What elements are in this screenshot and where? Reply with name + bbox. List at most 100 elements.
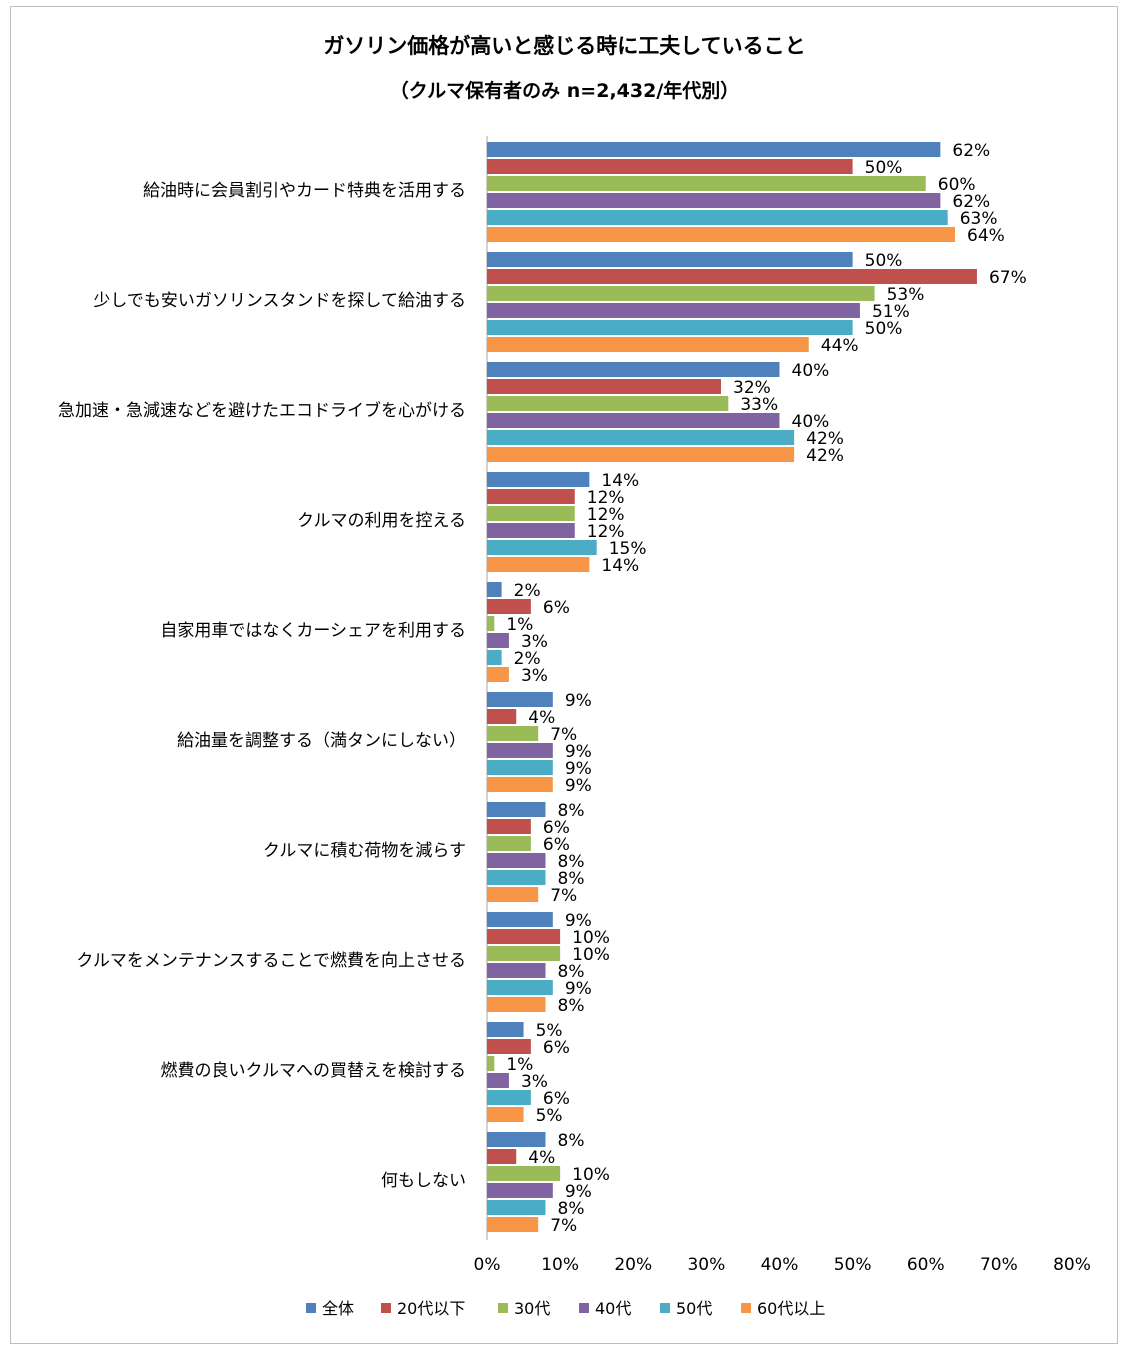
data-label: 5% bbox=[536, 1106, 563, 1126]
bar bbox=[487, 176, 926, 191]
bar bbox=[487, 709, 517, 724]
data-label: 1% bbox=[506, 1055, 533, 1075]
bar bbox=[487, 159, 853, 174]
category-label: 急加速・急減速などを避けたエコドライブを心がける bbox=[58, 400, 466, 421]
bar bbox=[487, 1149, 517, 1164]
data-label: 9% bbox=[565, 742, 592, 762]
data-label: 62% bbox=[952, 141, 990, 161]
data-label: 50% bbox=[865, 251, 903, 271]
data-label: 10% bbox=[572, 1165, 610, 1185]
bar bbox=[487, 447, 795, 462]
data-label: 10% bbox=[572, 945, 610, 965]
data-label: 32% bbox=[733, 378, 771, 398]
data-label: 9% bbox=[565, 691, 592, 711]
data-label: 12% bbox=[587, 488, 625, 508]
bar bbox=[487, 142, 941, 157]
bar bbox=[487, 523, 575, 538]
bar bbox=[487, 667, 509, 682]
x-tick-label: 30% bbox=[687, 1255, 725, 1275]
bar bbox=[487, 582, 502, 597]
legend-swatch bbox=[306, 1303, 316, 1313]
data-label: 4% bbox=[528, 1148, 555, 1168]
data-label: 3% bbox=[521, 1072, 548, 1092]
data-label: 60% bbox=[938, 175, 976, 195]
data-label: 14% bbox=[601, 471, 639, 491]
category-label: クルマの利用を控える bbox=[297, 511, 466, 531]
data-label: 7% bbox=[550, 725, 577, 745]
category-label: クルマに積む荷物を減らす bbox=[263, 841, 466, 861]
legend-label: 40代 bbox=[595, 1299, 631, 1318]
data-label: 63% bbox=[960, 209, 998, 229]
data-label: 9% bbox=[565, 911, 592, 931]
category-label: 燃費の良いクルマへの買替えを検討する bbox=[161, 1061, 467, 1081]
legend-label: 30代 bbox=[514, 1299, 550, 1318]
data-label: 8% bbox=[558, 1131, 585, 1151]
data-label: 50% bbox=[865, 158, 903, 178]
chart-title: ガソリン価格が高いと感じる時に工夫していること bbox=[323, 34, 806, 58]
data-label: 42% bbox=[806, 429, 844, 449]
data-label: 44% bbox=[821, 336, 859, 356]
data-label: 8% bbox=[558, 996, 585, 1016]
bar bbox=[487, 819, 531, 834]
bar bbox=[487, 286, 875, 301]
data-label: 8% bbox=[558, 962, 585, 982]
bar bbox=[487, 193, 941, 208]
x-tick-label: 20% bbox=[614, 1255, 652, 1275]
data-label: 50% bbox=[865, 319, 903, 339]
data-label: 5% bbox=[536, 1021, 563, 1041]
x-tick-label: 80% bbox=[1053, 1255, 1091, 1275]
x-tick-label: 60% bbox=[907, 1255, 945, 1275]
category-label: 自家用車ではなくカーシェアを利用する bbox=[160, 621, 466, 641]
bar bbox=[487, 743, 553, 758]
data-label: 8% bbox=[558, 801, 585, 821]
data-label: 10% bbox=[572, 928, 610, 948]
bar bbox=[487, 430, 795, 445]
x-tick-label: 10% bbox=[541, 1255, 579, 1275]
data-label: 14% bbox=[601, 556, 639, 576]
legend-label: 60代以上 bbox=[757, 1299, 825, 1318]
bar bbox=[487, 1090, 531, 1105]
x-tick-label: 40% bbox=[761, 1255, 799, 1275]
bar bbox=[487, 1166, 561, 1181]
bar bbox=[487, 362, 780, 377]
bar bbox=[487, 320, 853, 335]
bar bbox=[487, 692, 553, 707]
legend-label: 全体 bbox=[322, 1299, 354, 1318]
bar bbox=[487, 396, 729, 411]
bar bbox=[487, 1217, 539, 1232]
chart-subtitle: （クルマ保有者のみ n=2,432/年代別） bbox=[389, 80, 740, 102]
category-label: 給油量を調整する（満タンにしない） bbox=[177, 731, 466, 751]
data-label: 3% bbox=[521, 666, 548, 686]
legend-label: 50代 bbox=[676, 1299, 712, 1318]
bar bbox=[487, 269, 977, 284]
data-label: 3% bbox=[521, 632, 548, 652]
data-label: 64% bbox=[967, 226, 1005, 246]
x-tick-label: 70% bbox=[980, 1255, 1018, 1275]
data-label: 9% bbox=[565, 979, 592, 999]
category-label: 何もしない bbox=[381, 1171, 466, 1191]
bar bbox=[487, 413, 780, 428]
legend-swatch bbox=[579, 1303, 589, 1313]
bar bbox=[487, 1039, 531, 1054]
legend-swatch bbox=[381, 1303, 391, 1313]
category-label: 給油時に会員割引やカード特典を活用する bbox=[143, 181, 466, 201]
bar bbox=[487, 633, 509, 648]
data-label: 1% bbox=[506, 615, 533, 635]
data-label: 9% bbox=[565, 1182, 592, 1202]
bar bbox=[487, 303, 860, 318]
bar bbox=[487, 963, 546, 978]
bar bbox=[487, 929, 561, 944]
data-label: 6% bbox=[543, 1089, 570, 1109]
bar bbox=[487, 912, 553, 927]
bar bbox=[487, 379, 721, 394]
legend-swatch bbox=[660, 1303, 670, 1313]
bar bbox=[487, 252, 853, 267]
data-label: 9% bbox=[565, 776, 592, 796]
bar bbox=[487, 1132, 546, 1147]
category-label: 少しでも安いガソリンスタンドを探して給油する bbox=[93, 291, 466, 311]
bar bbox=[487, 337, 809, 352]
x-tick-label: 50% bbox=[834, 1255, 872, 1275]
data-label: 12% bbox=[587, 505, 625, 525]
bar bbox=[487, 1200, 546, 1215]
data-label: 33% bbox=[740, 395, 778, 415]
